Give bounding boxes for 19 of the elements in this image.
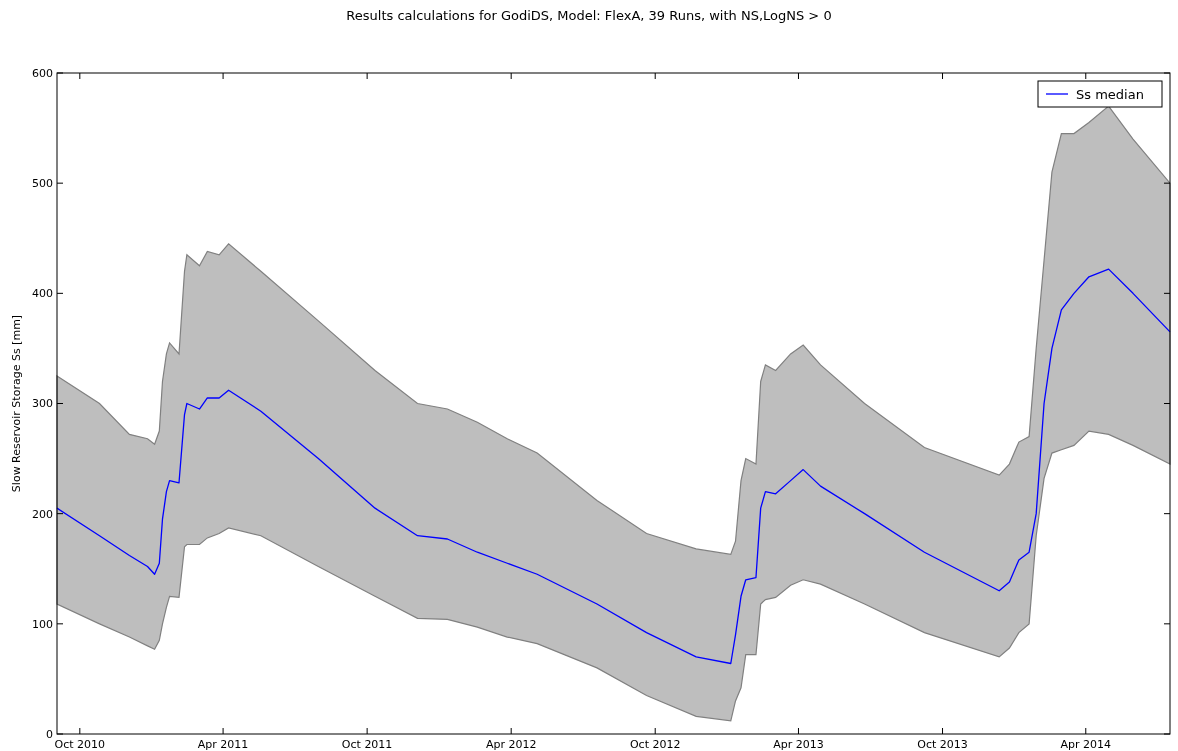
legend-label: Ss median: [1076, 86, 1144, 102]
x-tick-label: Apr 2013: [773, 738, 824, 751]
chart-title: Results calculations for GodiDS, Model: FlexA, 39 Runs, with NS,LogNS > 0: [346, 8, 832, 23]
y-tick-label: 600: [32, 66, 53, 80]
line-series: [56, 268, 1171, 665]
x-tick-label: Oct 2011: [341, 738, 393, 751]
y-tick-label: 300: [32, 397, 53, 411]
x-tick-label: Oct 2013: [917, 738, 968, 751]
y-axis-title: Slow Reservoir Storage Ss [mm]: [10, 314, 23, 493]
x-tick-label: Apr 2014: [1060, 738, 1112, 751]
x-tick-label: Apr 2012: [485, 738, 537, 751]
y-tick-label: 200: [32, 507, 53, 521]
x-tick-label: Oct 2010: [54, 738, 106, 751]
y-tick-label: 500: [32, 177, 53, 191]
x-tick-label: Oct 2012: [629, 738, 681, 751]
y-tick-label: 0: [46, 727, 53, 741]
x-tick-label: Apr 2011: [197, 738, 249, 751]
y-tick-label: 400: [32, 287, 53, 301]
y-tick-label: 100: [32, 617, 53, 631]
